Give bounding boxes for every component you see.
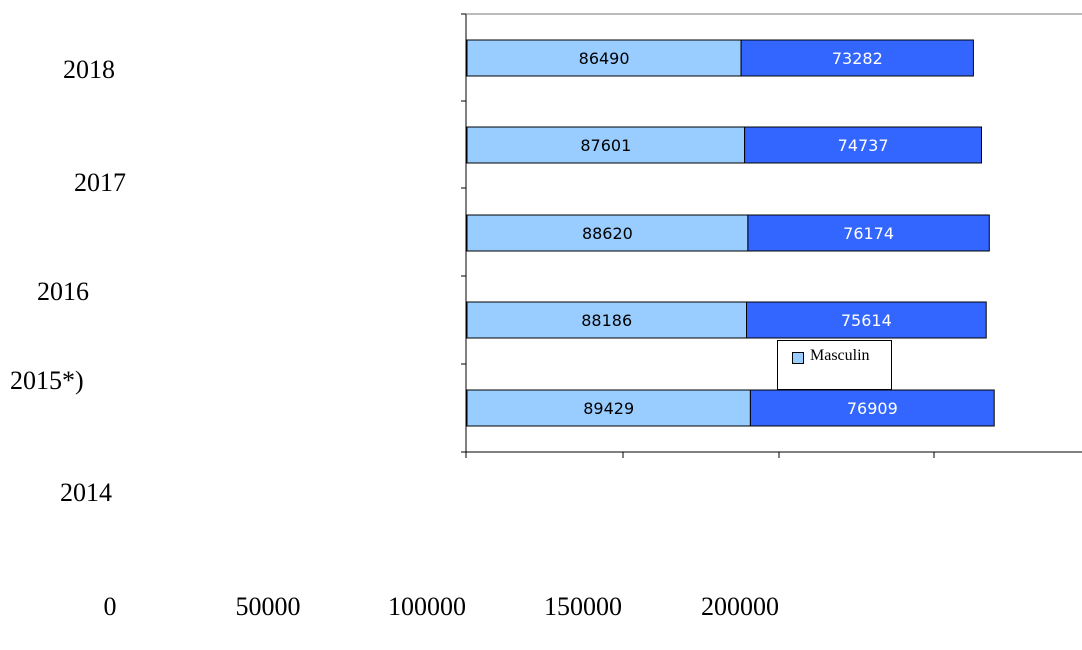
x-tick-label-1: 50000	[235, 592, 301, 621]
bar-2014-series-1	[749, 389, 995, 427]
bar-2015*)-series-0	[466, 301, 747, 339]
plot-frame	[461, 13, 1082, 458]
bar-label-group: 86490 73282 87601 74737 88620 76174 88186 75614…	[579, 49, 898, 418]
bar-2014-series-0	[466, 389, 751, 427]
bar-label-2017-series-0: 87601	[580, 136, 631, 155]
year-label-1: 2017	[74, 168, 126, 197]
year-label-0: 2018	[63, 55, 115, 84]
bar-2016-series-1	[747, 214, 990, 252]
year-label-4: 2014	[60, 478, 112, 507]
bar-label-2015*)-series-1: 75614	[841, 311, 892, 330]
bar-label-2017-series-1: 74737	[838, 136, 889, 155]
legend-swatch-masculin	[792, 352, 804, 364]
bar-label-2018-series-1: 73282	[832, 49, 883, 68]
x-tick-label-4: 200000	[701, 592, 779, 621]
bar-label-2014-series-0: 89429	[583, 399, 634, 418]
bar-2016-series-0	[466, 214, 749, 252]
year-label-3: 2015*)	[10, 366, 84, 395]
bar-2018-series-0	[466, 39, 742, 77]
bar-2015*)-series-1	[746, 301, 987, 339]
bar-label-2014-series-1: 76909	[847, 399, 898, 418]
bar-2017-series-1	[744, 126, 982, 164]
bar-2017-series-0	[466, 126, 746, 164]
legend: Masculin	[777, 340, 892, 390]
x-tick-label-2: 100000	[388, 592, 466, 621]
bar-label-2016-series-1: 76174	[843, 224, 894, 243]
year-label-2: 2016	[37, 277, 89, 306]
bar-group	[466, 39, 995, 427]
bar-label-2016-series-0: 88620	[582, 224, 633, 243]
bar-label-2015*)-series-0: 88186	[581, 311, 632, 330]
bar-2018-series-1	[740, 39, 974, 77]
x-tick-label-0: 0	[103, 592, 117, 621]
legend-label-masculin: Masculin	[810, 347, 870, 364]
x-tick-label-3: 150000	[544, 592, 622, 621]
bar-label-2018-series-0: 86490	[579, 49, 630, 68]
